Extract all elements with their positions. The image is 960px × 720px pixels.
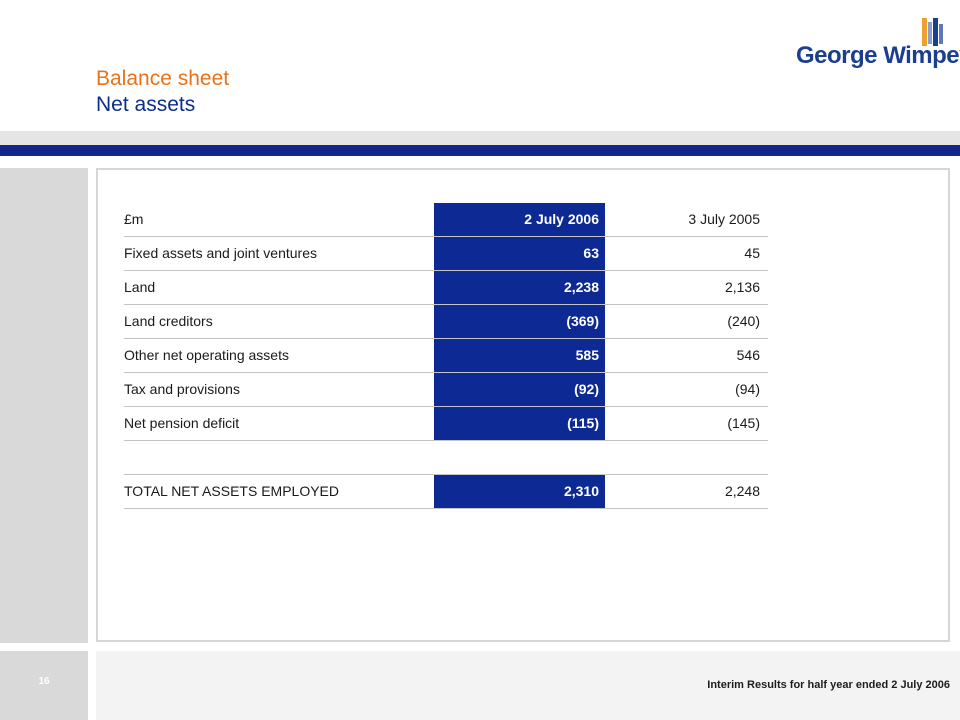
row-previous-value: (240) bbox=[727, 313, 760, 329]
row-label: Fixed assets and joint ventures bbox=[124, 245, 317, 261]
row-label: Land creditors bbox=[124, 313, 213, 329]
row-previous-value: (94) bbox=[735, 381, 760, 397]
row-label: Net pension deficit bbox=[124, 415, 240, 431]
row-previous-value: 2,136 bbox=[724, 279, 760, 295]
table-total-row: TOTAL NET ASSETS EMPLOYED 2,310 2,248 bbox=[124, 475, 768, 509]
table-row: Tax and provisions (92) (94) bbox=[124, 373, 768, 407]
column-header-unit: £m bbox=[124, 211, 144, 227]
table-row: Other net operating assets 585 546 bbox=[124, 339, 768, 373]
row-previous-value: 546 bbox=[736, 347, 760, 363]
table-spacer-row bbox=[124, 441, 768, 475]
header-rule-blue bbox=[0, 145, 960, 156]
footer-band bbox=[96, 651, 960, 720]
logo-mark-icon bbox=[922, 18, 943, 46]
title-block: Balance sheet Net assets bbox=[96, 66, 229, 118]
page-subtitle: Net assets bbox=[96, 93, 196, 116]
row-current-value: (92) bbox=[434, 373, 605, 406]
net-assets-table: £m 2 July 2006 3 July 2005 Fixed assets … bbox=[124, 203, 768, 509]
total-current-value: 2,310 bbox=[434, 475, 605, 508]
page-number: 16 bbox=[38, 676, 50, 687]
footer-caption: Interim Results for half year ended 2 Ju… bbox=[707, 679, 950, 691]
row-previous-value: (145) bbox=[727, 415, 760, 431]
row-label: Land bbox=[124, 279, 156, 295]
table-row: Land creditors (369) (240) bbox=[124, 305, 768, 339]
row-current-value: 2,238 bbox=[434, 271, 605, 304]
side-panel-divider bbox=[0, 643, 88, 651]
page-title: Balance sheet bbox=[96, 67, 230, 90]
total-label: TOTAL NET ASSETS EMPLOYED bbox=[124, 483, 339, 499]
side-panel bbox=[0, 168, 88, 720]
total-previous-value: 2,248 bbox=[724, 483, 760, 499]
header-rule-light bbox=[0, 131, 960, 145]
table-row: Land 2,238 2,136 bbox=[124, 271, 768, 305]
company-logo: George Wimpey bbox=[796, 16, 960, 76]
row-current-value: (115) bbox=[434, 407, 605, 440]
logo-wordmark: George Wimpey bbox=[796, 42, 960, 69]
row-current-value: 585 bbox=[434, 339, 605, 372]
row-current-value: 63 bbox=[434, 237, 605, 270]
table-header-row: £m 2 July 2006 3 July 2005 bbox=[124, 203, 768, 237]
table-row: Fixed assets and joint ventures 63 45 bbox=[124, 237, 768, 271]
row-label: Other net operating assets bbox=[124, 347, 289, 363]
column-header-previous: 3 July 2005 bbox=[688, 211, 760, 227]
table-row: Net pension deficit (115) (145) bbox=[124, 407, 768, 441]
row-previous-value: 45 bbox=[744, 245, 760, 261]
column-header-current: 2 July 2006 bbox=[434, 203, 605, 236]
row-label: Tax and provisions bbox=[124, 381, 240, 397]
row-current-value: (369) bbox=[434, 305, 605, 338]
